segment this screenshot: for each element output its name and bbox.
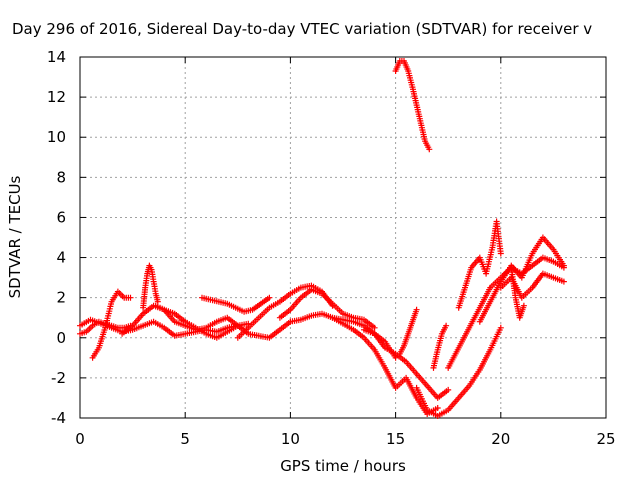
data-point <box>560 278 567 285</box>
x-tick-label: 0 <box>75 430 85 448</box>
y-tick-label: 0 <box>56 329 66 347</box>
x-tick-label: 20 <box>491 430 510 448</box>
data-point <box>413 306 420 313</box>
series-arc-h <box>276 286 378 331</box>
axis-ticks: 0 5 10 15 20 25 -4 -2 0 2 4 6 8 10 12 14 <box>47 48 616 448</box>
series-high-arc <box>392 58 433 153</box>
data-point <box>497 324 504 331</box>
y-tick-label: 14 <box>47 48 66 66</box>
series-arc-r <box>497 270 567 301</box>
grid <box>80 57 606 418</box>
series-arc-q <box>476 234 567 325</box>
data-point <box>426 146 433 153</box>
data-point <box>434 405 441 411</box>
series-arc-s <box>508 264 527 321</box>
y-axis-label: SDTVAR / TECUs <box>6 175 24 298</box>
x-tick-label: 25 <box>596 430 615 448</box>
series-arc-i <box>287 310 399 361</box>
y-tick-label: 10 <box>47 128 66 146</box>
data-point <box>443 322 450 329</box>
y-tick-label: 6 <box>56 208 66 226</box>
x-tick-label: 5 <box>180 430 190 448</box>
y-tick-label: 12 <box>47 88 66 106</box>
series-arc-f <box>199 294 273 315</box>
series-arc-k <box>361 326 452 401</box>
x-axis-label: GPS time / hours <box>280 457 406 475</box>
data-points <box>77 58 567 419</box>
data-point <box>266 294 273 301</box>
y-tick-label: 4 <box>56 249 66 267</box>
series-arc-m <box>413 324 504 419</box>
data-point <box>445 386 452 393</box>
y-tick-label: -4 <box>51 409 66 427</box>
y-tick-label: 2 <box>56 289 66 307</box>
y-tick-label: 8 <box>56 168 66 186</box>
series-spike-3h <box>140 262 161 311</box>
x-tick-label: 15 <box>386 430 405 448</box>
data-point <box>371 324 378 331</box>
x-tick-label: 10 <box>281 430 300 448</box>
chart-title: Day 296 of 2016, Sidereal Day-to-day VTE… <box>12 20 592 38</box>
data-point <box>497 250 504 257</box>
plot-area-frame <box>79 56 607 419</box>
y-tick-label: -2 <box>51 369 66 387</box>
series-arc-p <box>455 218 504 311</box>
series-arc-n <box>430 322 450 371</box>
data-point <box>560 262 567 269</box>
data-point <box>127 294 134 301</box>
data-point <box>520 302 527 309</box>
series-arc-l <box>396 306 420 357</box>
